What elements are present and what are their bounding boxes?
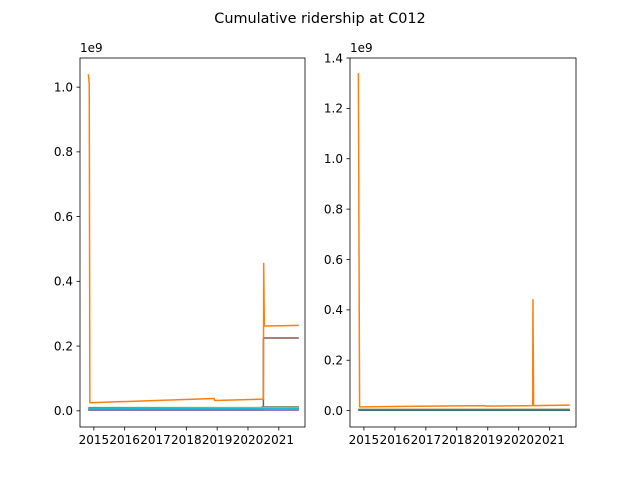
x-tick-label: 2016 (109, 433, 140, 447)
y-tick-label: 0.0 (54, 404, 73, 418)
right-panel: 2015 2016 2017 2018 2019 2020 2021 0.0 0.2 0.4 0.6… (324, 41, 577, 447)
x-tick-label: 2019 (202, 433, 233, 447)
chart-title: Cumulative ridership at C012 (214, 11, 425, 27)
y-multiplier-label: 1e9 (80, 41, 103, 55)
x-tick-label: 2015 (79, 433, 110, 447)
x-tick-label: 2021 (534, 433, 565, 447)
plot-frame (79, 57, 306, 428)
y-tick-label: 0.0 (324, 404, 343, 418)
y-tick-label: 1.0 (54, 80, 73, 94)
plot-frame (349, 57, 577, 428)
y-tick-label: 1.2 (324, 102, 343, 116)
y-tick-label: 0.6 (324, 253, 343, 267)
x-tick-label: 2017 (140, 433, 171, 447)
series-group (87, 74, 299, 411)
x-tick-label: 2016 (380, 433, 411, 447)
x-tick-label: 2018 (442, 433, 473, 447)
y-tick-label: 0.6 (54, 210, 73, 224)
y-tick-label: 0.8 (324, 202, 343, 216)
series-line-10 (357, 73, 570, 408)
y-multiplier-label: 1e9 (350, 41, 373, 55)
x-tick-label: 2020 (503, 433, 534, 447)
y-tick-label: 1.4 (324, 51, 343, 65)
y-tick-label: 0.8 (54, 145, 73, 159)
left-panel: 2015 2016 2017 2018 2019 2020 2021 0.0 0.2 0.4 0.6… (54, 41, 306, 447)
series-group (357, 73, 570, 411)
y-tick-label: 0.4 (324, 303, 343, 317)
x-tick-label: 2015 (349, 433, 380, 447)
x-tick-label: 2017 (411, 433, 442, 447)
y-tick-label: 0.2 (324, 354, 343, 368)
x-tick-label: 2019 (472, 433, 503, 447)
y-tick-label: 0.4 (54, 275, 73, 289)
y-tick-label: 0.2 (54, 339, 73, 353)
x-tick-label: 2020 (233, 433, 264, 447)
x-tick-label: 2018 (171, 433, 202, 447)
x-tick-label: 2021 (264, 433, 295, 447)
series-line-9 (87, 74, 299, 404)
y-tick-label: 1.0 (324, 152, 343, 166)
